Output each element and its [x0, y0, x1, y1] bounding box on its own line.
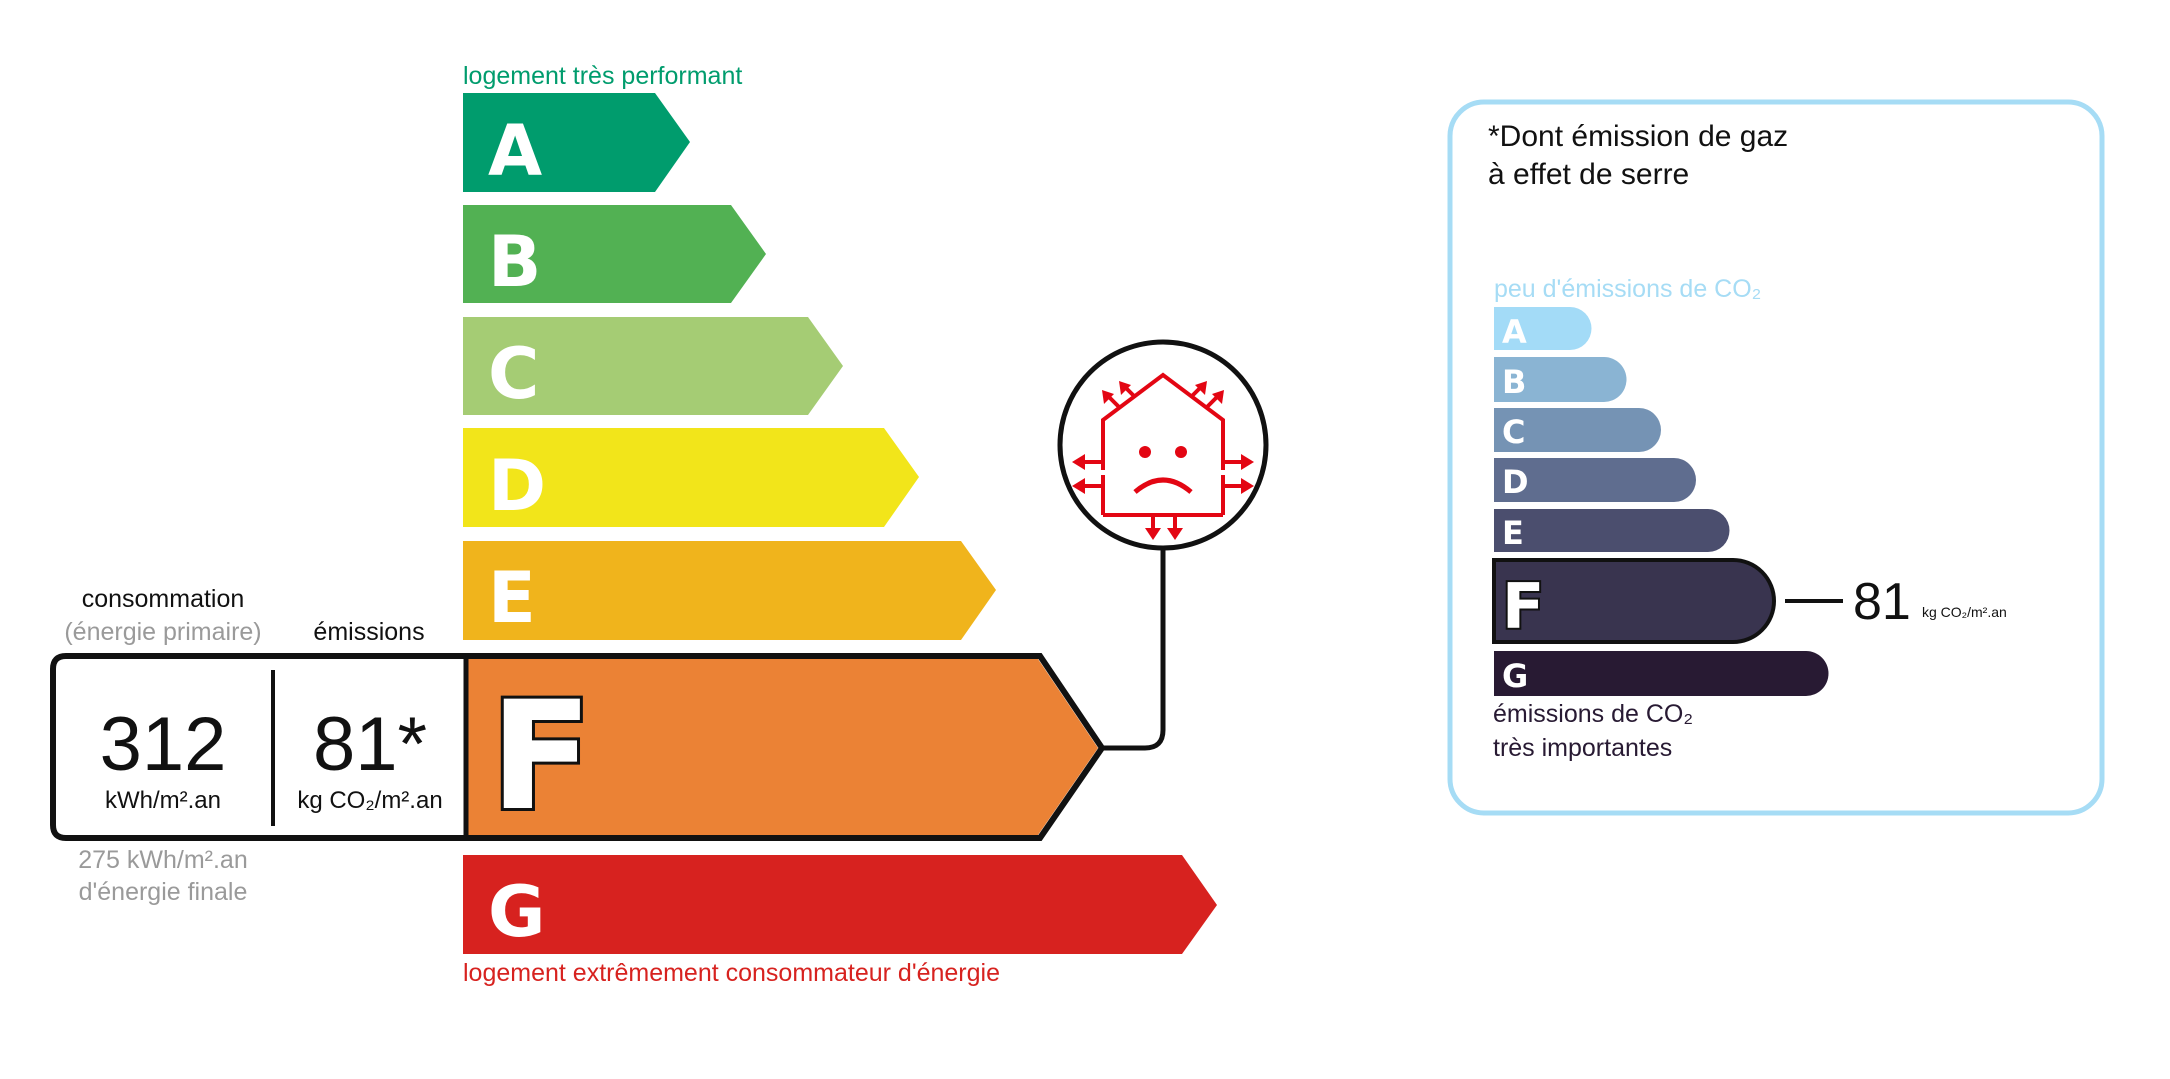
energy-letter-f: F: [490, 670, 592, 844]
emissions-value: 81*: [313, 702, 427, 787]
ges-letter-e: E: [1502, 514, 1524, 552]
consumption-unit: kWh/m².an: [105, 787, 221, 814]
ges-top-label: peu d'émissions de CO₂: [1494, 275, 1761, 303]
energy-bar-d: D: [463, 428, 919, 527]
sad-house-heat-loss-icon: [1057, 339, 1269, 551]
ges-bar-a: A: [1494, 307, 1592, 351]
ges-bottom-label-line2: très importantes: [1493, 734, 1672, 762]
energy-letter-c: C: [488, 333, 539, 415]
energy-bar-a: A: [463, 93, 690, 192]
ges-letter-b: B: [1502, 363, 1526, 401]
energy-letter-e: E: [488, 557, 536, 639]
emissions-unit: kg CO₂/m².an: [297, 787, 442, 814]
energy-letter-d: D: [488, 445, 546, 527]
emissions-label: émissions: [313, 618, 424, 646]
energy-bar-a-shape: [463, 93, 690, 192]
ges-bar-e: E: [1494, 509, 1730, 552]
ges-title-line2: à effet de serre: [1488, 158, 1689, 191]
energy-bar-g-shape: [463, 855, 1217, 954]
consumption-sublabel: (énergie primaire): [64, 618, 261, 646]
energy-bar-g: G: [463, 855, 1217, 954]
ges-bottom-label-line1: émissions de CO₂: [1493, 700, 1693, 728]
energy-bar-c: C: [463, 317, 843, 415]
ges-letter-a: A: [1502, 313, 1527, 351]
ges-letter-c: C: [1502, 413, 1525, 451]
energy-bar-b-shape: [463, 205, 766, 303]
ges-bar-f-current: F: [1492, 558, 1776, 645]
energy-bar-b: B: [463, 205, 766, 303]
final-energy-value: 275 kWh/m².an: [78, 846, 248, 874]
energy-letter-a: A: [488, 110, 542, 192]
ges-unit: kg CO₂/m².an: [1922, 604, 2007, 620]
consumption-value: 312: [100, 702, 227, 787]
badge-connector: [1102, 549, 1166, 751]
final-energy-label: d'énergie finale: [79, 878, 248, 906]
energy-bar-f-current: F 312 kWh/m².an 81* kg CO₂/m².an: [50, 653, 1106, 847]
ges-bar-g: G: [1494, 651, 1829, 696]
energy-bar-c-shape: [463, 317, 843, 415]
energy-letter-g: G: [488, 871, 545, 953]
ges-bar-b: B: [1494, 357, 1627, 402]
ges-letter-g: G: [1502, 657, 1528, 695]
ges-letter-f: F: [1502, 570, 1544, 643]
energy-bar-e-shape: [463, 541, 996, 640]
ges-bar-c: C: [1494, 408, 1661, 452]
consumption-label: consommation: [82, 585, 245, 613]
ges-title-line1: *Dont émission de gaz: [1488, 120, 1788, 153]
energy-top-label: logement très performant: [463, 62, 742, 90]
energy-bottom-label: logement extrêmement consommateur d'éner…: [463, 959, 1000, 987]
energy-letter-b: B: [488, 221, 541, 303]
ges-letter-d: D: [1502, 463, 1529, 501]
ges-value: 81: [1853, 573, 1911, 631]
energy-bar-d-shape: [463, 428, 919, 527]
energy-bar-f-shape: [467, 659, 1098, 835]
ges-bar-d: D: [1494, 458, 1696, 502]
energy-bar-e: E: [463, 541, 996, 640]
